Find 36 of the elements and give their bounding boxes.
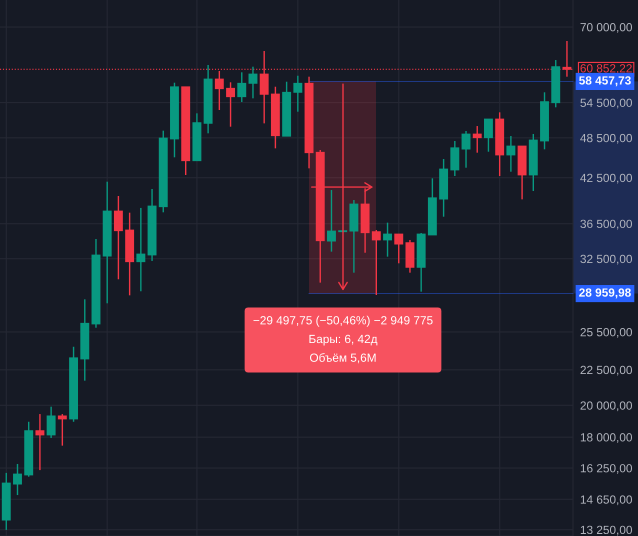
ref-line-label: 60 852,22 bbox=[580, 64, 632, 74]
y-tick-label: 16 250,00 bbox=[580, 464, 632, 474]
y-tick-label: 13 250,00 bbox=[580, 526, 632, 536]
y-tick-label: 70 000,00 bbox=[580, 23, 632, 33]
candlestick bbox=[383, 222, 392, 258]
candlestick bbox=[248, 66, 258, 99]
y-tick-label: 14 650,00 bbox=[580, 495, 632, 506]
candlestick bbox=[114, 195, 123, 280]
y-tick-label: 32 500,00 bbox=[580, 254, 632, 264]
candlestick bbox=[472, 125, 482, 154]
candlestick bbox=[46, 406, 56, 439]
candlestick bbox=[462, 130, 470, 168]
candlestick bbox=[506, 135, 516, 172]
candlestick bbox=[35, 413, 44, 471]
candlestick bbox=[484, 118, 493, 152]
candlestick bbox=[226, 82, 235, 128]
y-tick-label: 48 500,00 bbox=[580, 134, 632, 144]
candlestick bbox=[58, 413, 67, 446]
y-tick-label: 54 500,00 bbox=[580, 98, 632, 108]
y-tick-label: 18 000,00 bbox=[580, 433, 632, 443]
candlestick bbox=[13, 463, 22, 496]
candlestick bbox=[327, 189, 336, 252]
y-tick-label: 20 000,00 bbox=[580, 401, 632, 412]
y-tick-label: 42 500,00 bbox=[580, 174, 632, 184]
ref-line-label: 58 457,73 bbox=[579, 76, 631, 86]
candlestick bbox=[372, 229, 381, 296]
candlestick bbox=[394, 233, 404, 264]
candlestick bbox=[136, 207, 146, 292]
candlestick bbox=[293, 75, 302, 112]
y-tick-label: 36 500,00 bbox=[580, 220, 632, 230]
candlestick bbox=[237, 72, 246, 103]
y-tick-label: 22 500,00 bbox=[580, 366, 632, 376]
ref-line-label: 28 959,98 bbox=[579, 288, 631, 298]
candlestick bbox=[450, 140, 460, 177]
y-tick-label: 25 500,00 bbox=[580, 328, 632, 338]
annotation: −29 497,75 (−50,46%) −2 949 775 Бары: 6, 42д Объём 5,6M bbox=[253, 316, 433, 364]
